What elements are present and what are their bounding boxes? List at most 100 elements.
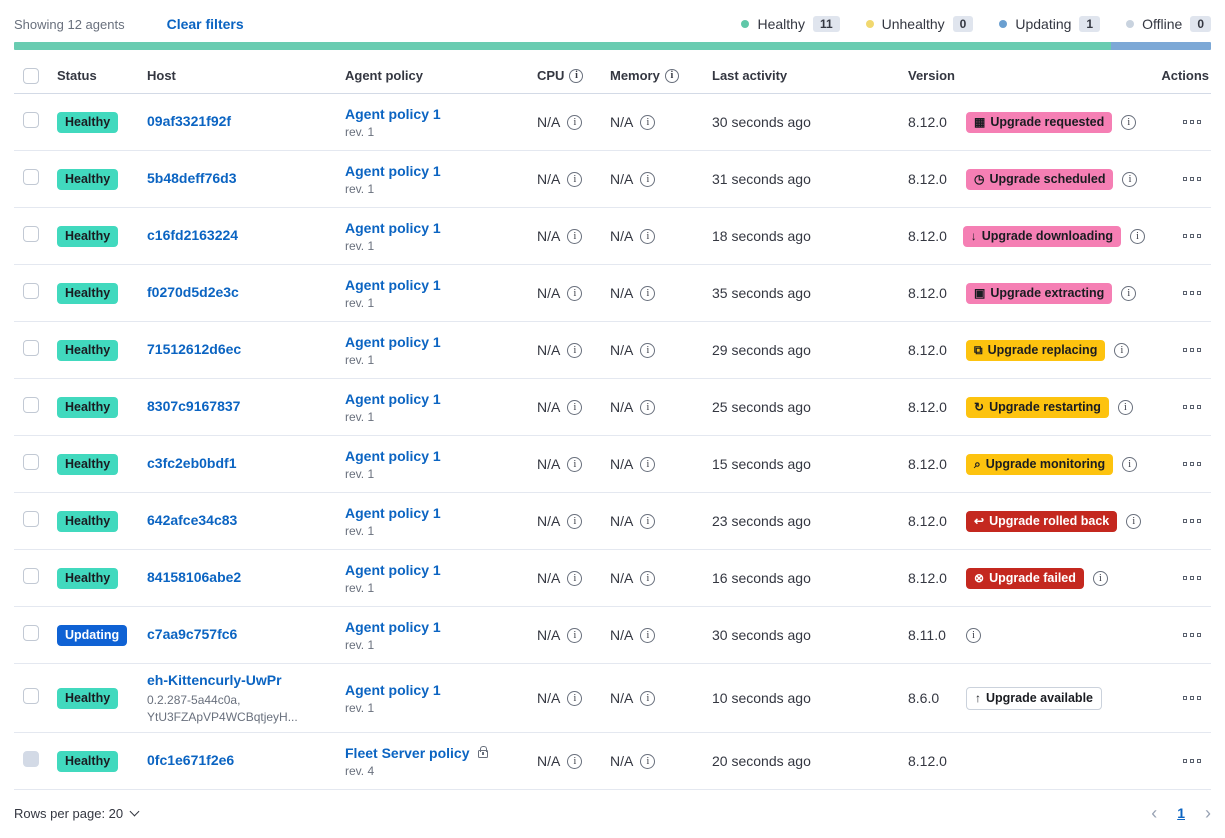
version-info-icon[interactable] <box>1121 285 1137 301</box>
actions-menu-button[interactable] <box>1179 458 1205 470</box>
agent-policy-link[interactable]: Agent policy 1 <box>345 561 441 578</box>
previous-page-button[interactable]: ‹ <box>1151 803 1158 823</box>
info-icon[interactable] <box>640 513 656 529</box>
agent-policy-link[interactable]: Agent policy 1 <box>345 276 441 293</box>
policy-revision: rev. 1 <box>345 523 375 538</box>
version-info-icon[interactable] <box>1117 399 1133 415</box>
row-checkbox[interactable] <box>23 282 39 299</box>
agent-policy-link[interactable]: Agent policy 1 <box>345 333 441 350</box>
actions-menu-button[interactable] <box>1179 515 1205 527</box>
info-icon[interactable] <box>567 399 583 415</box>
clear-filters-button[interactable]: Clear filters <box>166 16 244 32</box>
info-icon[interactable] <box>567 570 583 586</box>
host-link[interactable]: 84158106abe2 <box>147 569 242 585</box>
info-icon[interactable] <box>569 68 584 83</box>
memory-value: N/A <box>610 627 634 643</box>
rows-per-page-button[interactable]: Rows per page: 20 <box>14 806 140 821</box>
host-link[interactable]: 71512612d6ec <box>147 341 242 357</box>
host-link[interactable]: 5b48deff76d3 <box>147 170 237 186</box>
row-checkbox[interactable] <box>23 624 39 641</box>
policy-revision: rev. 1 <box>345 580 375 595</box>
page-number-1[interactable]: 1 <box>1177 805 1185 821</box>
info-icon[interactable] <box>567 228 583 244</box>
version-info-icon[interactable] <box>1122 171 1138 187</box>
row-checkbox[interactable] <box>23 111 39 128</box>
actions-menu-button[interactable] <box>1179 287 1205 299</box>
column-header-last-activity: Last activity <box>712 68 788 83</box>
version-info-icon[interactable] <box>1122 456 1138 472</box>
info-icon[interactable] <box>640 114 656 130</box>
agent-policy-link[interactable]: Fleet Server policy <box>345 744 470 761</box>
info-icon[interactable] <box>664 68 679 83</box>
row-checkbox[interactable] <box>23 339 39 356</box>
version-info-icon[interactable] <box>1092 570 1108 586</box>
info-icon[interactable] <box>640 627 656 643</box>
row-checkbox[interactable] <box>23 510 39 527</box>
host-link[interactable]: 0fc1e671f2e6 <box>147 752 235 768</box>
version-info-icon[interactable] <box>1126 513 1142 529</box>
info-icon[interactable] <box>567 513 583 529</box>
version-info-icon[interactable] <box>1114 342 1130 358</box>
info-icon[interactable] <box>640 456 656 472</box>
info-icon[interactable] <box>567 753 583 769</box>
info-icon[interactable] <box>567 285 583 301</box>
host-link[interactable]: 09af3321f92f <box>147 113 232 129</box>
info-icon[interactable] <box>640 753 656 769</box>
host-link[interactable]: c16fd2163224 <box>147 227 239 243</box>
actions-menu-button[interactable] <box>1179 401 1205 413</box>
info-icon[interactable] <box>640 690 656 706</box>
row-checkbox[interactable] <box>23 225 39 242</box>
host-link[interactable]: c7aa9c757fc6 <box>147 626 238 642</box>
host-link[interactable]: eh-Kittencurly-UwPr <box>147 672 282 688</box>
actions-menu-button[interactable] <box>1179 230 1205 242</box>
info-icon[interactable] <box>567 690 583 706</box>
host-link[interactable]: 642afce34c83 <box>147 512 238 528</box>
row-checkbox <box>23 750 39 767</box>
agent-policy-link[interactable]: Agent policy 1 <box>345 681 441 698</box>
info-icon[interactable] <box>640 285 656 301</box>
upgrade-badge: ⌕ Upgrade monitoring <box>966 453 1114 475</box>
version-info-icon[interactable] <box>966 627 981 643</box>
actions-menu-button[interactable] <box>1179 755 1205 767</box>
memory-value: N/A <box>610 753 634 769</box>
select-all-checkbox[interactable] <box>23 67 39 84</box>
actions-menu-button[interactable] <box>1179 692 1205 704</box>
last-activity-value: 30 seconds ago <box>712 114 811 130</box>
version-info-icon[interactable] <box>1121 114 1137 130</box>
row-checkbox[interactable] <box>23 687 39 704</box>
info-icon[interactable] <box>567 456 583 472</box>
memory-value: N/A <box>610 342 634 358</box>
next-page-button[interactable]: › <box>1205 803 1211 823</box>
version-info-icon[interactable] <box>1130 228 1145 244</box>
host-link[interactable]: 8307c9167837 <box>147 398 241 414</box>
agent-policy-link[interactable]: Agent policy 1 <box>345 162 441 179</box>
actions-menu-button[interactable] <box>1179 344 1205 356</box>
row-checkbox[interactable] <box>23 567 39 584</box>
actions-menu-button[interactable] <box>1179 572 1205 584</box>
row-checkbox[interactable] <box>23 168 39 185</box>
upgrade-badge-icon: ↓ <box>970 229 977 243</box>
host-link[interactable]: c3fc2eb0bdf1 <box>147 455 237 471</box>
row-checkbox[interactable] <box>23 453 39 470</box>
info-icon[interactable] <box>567 114 583 130</box>
agent-policy-link[interactable]: Agent policy 1 <box>345 390 441 407</box>
agent-policy-link[interactable]: Agent policy 1 <box>345 618 441 635</box>
info-icon[interactable] <box>567 171 583 187</box>
info-icon[interactable] <box>640 399 656 415</box>
row-checkbox[interactable] <box>23 396 39 413</box>
actions-menu-button[interactable] <box>1179 116 1205 128</box>
agent-policy-link[interactable]: Agent policy 1 <box>345 105 441 122</box>
info-icon[interactable] <box>567 627 583 643</box>
info-icon[interactable] <box>640 570 656 586</box>
actions-menu-button[interactable] <box>1179 173 1205 185</box>
agent-policy-link[interactable]: Agent policy 1 <box>345 219 441 236</box>
version-value: 8.12.0 <box>908 570 947 586</box>
agent-policy-link[interactable]: Agent policy 1 <box>345 447 441 464</box>
host-link[interactable]: f0270d5d2e3c <box>147 284 239 300</box>
info-icon[interactable] <box>640 228 656 244</box>
agent-policy-link[interactable]: Agent policy 1 <box>345 504 441 521</box>
info-icon[interactable] <box>567 342 583 358</box>
actions-menu-button[interactable] <box>1179 629 1205 641</box>
info-icon[interactable] <box>640 171 656 187</box>
info-icon[interactable] <box>640 342 656 358</box>
